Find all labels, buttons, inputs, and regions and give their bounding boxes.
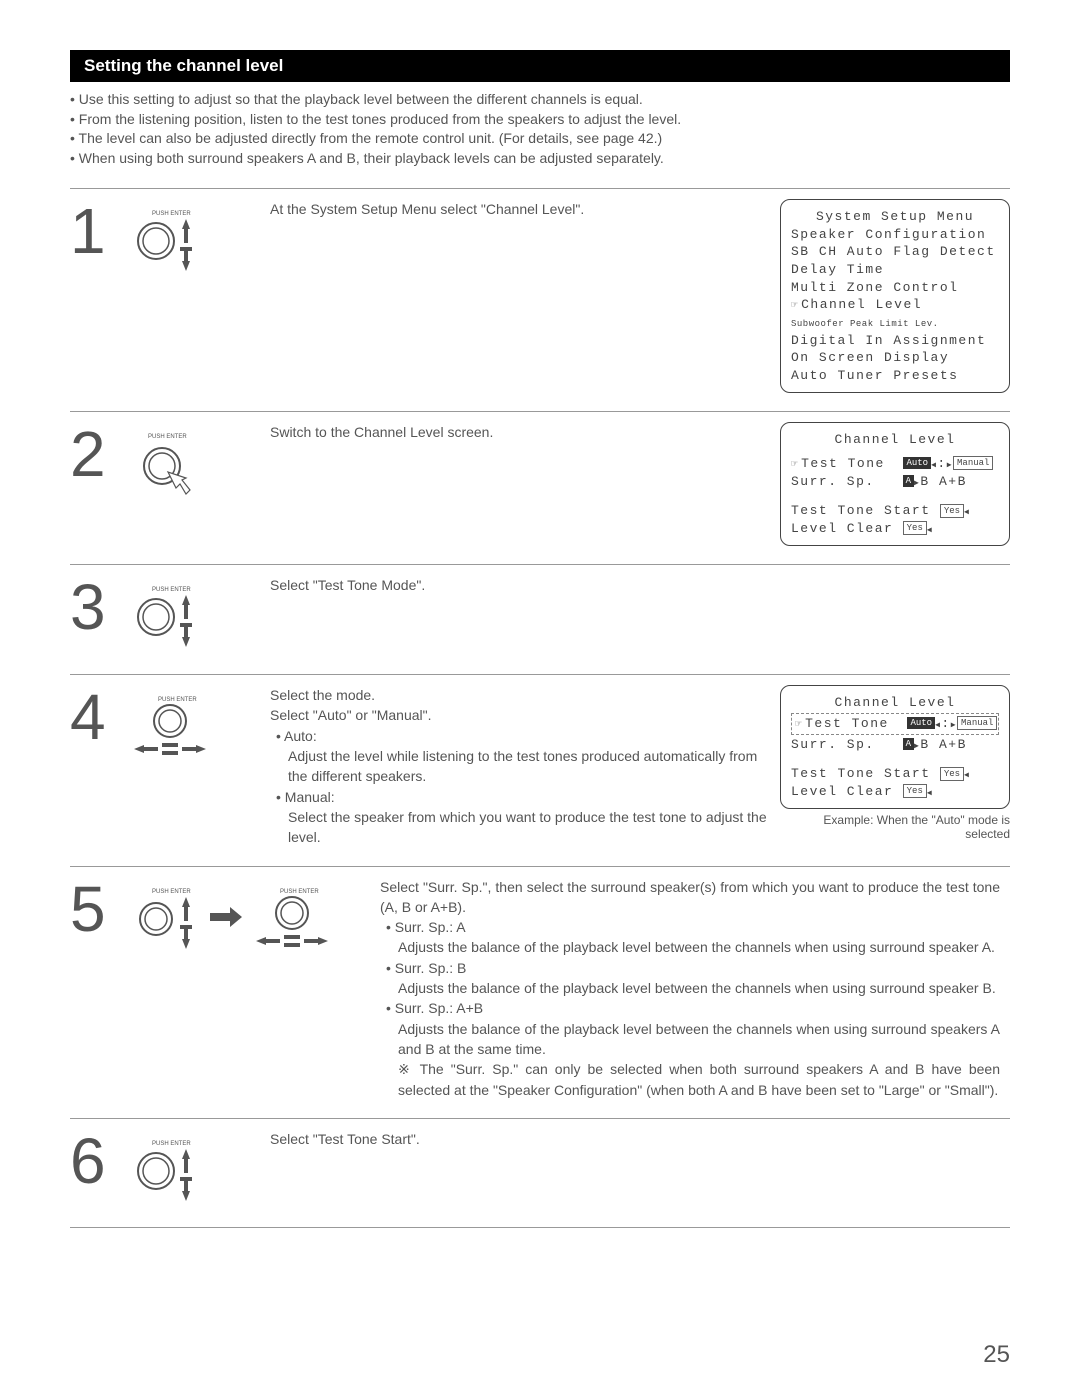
intro-item: When using both surround speakers A and … [70,149,1010,169]
screen-row-highlight: Test Tone Auto:Manual [791,713,999,735]
push-enter-dial-icon: PUSH ENTER [130,1135,200,1205]
step-text: At the System Setup Menu select "Channel… [270,199,780,393]
menu-item: Digital In Assignment [791,332,999,350]
screen-caption: Example: When the "Auto" mode is selecte… [780,813,1010,841]
step-2: 2 PUSH ENTER Switch to the Channel Level… [70,411,1010,564]
step-1: 1 PUSH ENTER At the System Setup Menu se… [70,188,1010,411]
menu-item: Delay Time [791,261,999,279]
channel-level-screen: Channel Level Test Tone Auto:Manual Surr… [780,422,1010,546]
push-enter-left-right-icon: PUSH ENTER [130,691,220,761]
push-enter-click-icon: PUSH ENTER [130,428,210,508]
screen-title: Channel Level [791,431,999,449]
screen-row: Test Tone Start Yes [791,765,999,783]
svg-text:PUSH ENTER: PUSH ENTER [148,434,187,440]
step-icon-area: PUSH ENTER [130,422,270,546]
step-number: 4 [70,685,130,847]
screen-row: Level Clear Yes [791,783,999,801]
option-text: Adjusts the balance of the playback leve… [398,1019,1000,1060]
svg-text:PUSH ENTER: PUSH ENTER [152,889,191,895]
step-text: Select the mode. Select "Auto" or "Manua… [270,685,780,847]
step-number: 1 [70,199,130,393]
step-icon-area: PUSH ENTER [130,199,270,393]
step-icon-area: PUSH ENTER PUSH ENTER [130,877,380,1100]
option-label: Auto: [276,726,770,746]
screen-row: Test Tone Start Yes [791,502,999,520]
then-arrow-icon [206,883,246,953]
menu-item: Subwoofer Peak Limit Lev. [791,314,999,332]
menu-item: Multi Zone Control [791,279,999,297]
step-text: Select "Test Tone Mode". [270,575,780,656]
step-text: Select "Surr. Sp.", then select the surr… [380,877,1010,1100]
screen-row: Surr. Sp. AB A+B [791,473,999,491]
option-text: Adjusts the balance of the playback leve… [398,937,1000,957]
svg-text:PUSH ENTER: PUSH ENTER [152,1141,191,1147]
option-label: Surr. Sp.: A [386,917,1000,937]
push-enter-left-right-icon: PUSH ENTER [252,883,342,953]
intro-list: Use this setting to adjust so that the p… [70,90,1010,168]
step-number: 3 [70,575,130,656]
step-number: 2 [70,422,130,546]
option-text: Adjusts the balance of the playback leve… [398,978,1000,998]
step-icon-area: PUSH ENTER [130,575,270,656]
option-note: The "Surr. Sp." can only be selected whe… [398,1059,1000,1100]
push-enter-dial-icon: PUSH ENTER [130,883,200,953]
option-label: Surr. Sp.: B [386,958,1000,978]
step-text: Select "Test Tone Start". [270,1129,780,1209]
svg-text:PUSH ENTER: PUSH ENTER [280,889,319,895]
step-5: 5 PUSH ENTER PUSH ENTER Select "S [70,866,1010,1118]
svg-text:PUSH ENTER: PUSH ENTER [152,211,191,217]
page-number: 25 [983,1341,1010,1369]
intro-item: The level can also be adjusted directly … [70,129,1010,149]
menu-item: On Screen Display [791,349,999,367]
step-text: Switch to the Channel Level screen. [270,422,780,546]
option-label: Surr. Sp.: A+B [386,998,1000,1018]
step-3: 3 PUSH ENTER Select "Test Tone Mode". [70,564,1010,674]
channel-level-screen: Channel Level Test Tone Auto:Manual Surr… [780,685,1010,809]
step-number: 5 [70,877,130,1100]
screen-title: System Setup Menu [791,208,999,226]
step-head: Select the mode. [270,685,770,705]
step-icon-area: PUSH ENTER [130,685,270,847]
screen-row: Test Tone Auto:Manual [791,455,999,473]
step-head: Select "Surr. Sp.", then select the surr… [380,877,1000,918]
step-subhead: Select "Auto" or "Manual". [270,705,770,725]
step-icon-area: PUSH ENTER [130,1129,270,1209]
system-setup-menu-screen: System Setup Menu Speaker Configuration … [780,199,1010,393]
screen-title: Channel Level [791,694,999,712]
section-header: Setting the channel level [70,50,1010,82]
svg-text:PUSH ENTER: PUSH ENTER [152,587,191,593]
push-enter-dial-icon: PUSH ENTER [130,581,200,651]
screen-row: Surr. Sp. AB A+B [791,736,999,754]
step-6: 6 PUSH ENTER Select "Test Tone Start". [70,1118,1010,1228]
svg-text:PUSH ENTER: PUSH ENTER [158,697,197,703]
menu-item: SB CH Auto Flag Detect [791,243,999,261]
intro-item: From the listening position, listen to t… [70,110,1010,130]
menu-item: Speaker Configuration [791,226,999,244]
screen-row: Level Clear Yes [791,520,999,538]
intro-item: Use this setting to adjust so that the p… [70,90,1010,110]
option-label: Manual: [276,787,770,807]
option-text: Adjust the level while listening to the … [288,746,770,787]
push-enter-dial-icon: PUSH ENTER [130,205,200,275]
menu-item-selected: Channel Level [791,296,999,314]
step-number: 6 [70,1129,130,1209]
step-4: 4 PUSH ENTER Select the mode. Select "Au… [70,674,1010,865]
option-text: Select the speaker from which you want t… [288,807,770,848]
menu-item: Auto Tuner Presets [791,367,999,385]
